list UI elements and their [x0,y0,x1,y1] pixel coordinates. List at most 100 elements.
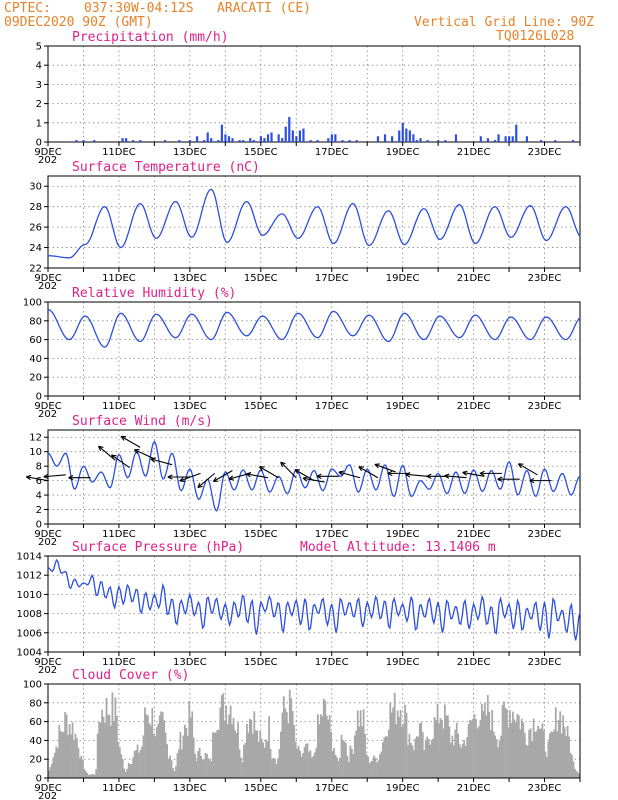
precipitation-bar [419,138,422,142]
cloud-cover-bar [135,750,137,778]
cloud-cover-bar [417,736,420,778]
cloud-cover-bar [448,726,451,778]
cloud-cover-bar [550,731,553,778]
cloud-cover-bar [58,724,61,778]
cloud-cover-bar [480,703,483,778]
cloud-cover-bar [342,739,344,778]
cloud-cover-xtick-label: 21DEC [457,783,491,794]
cloud-cover-bar [497,747,500,778]
cloud-cover-bar [510,723,513,778]
wind-vector [111,454,130,469]
humidity-ytick-label: 100 [23,298,42,309]
temperature-xtick-label: 21DEC [457,273,491,284]
cloud-cover-bar [486,695,489,778]
cloud-cover-bar [167,758,170,778]
cloud-cover-bar [336,757,338,778]
cloud-cover-bar [404,704,406,778]
cloud-cover-bar [491,709,494,778]
cloud-cover-bar [136,744,139,778]
cloud-cover-bar [368,763,371,778]
cloud-cover-bar [316,714,319,778]
cloud-cover-bar [473,714,476,778]
cloud-cover-bar [359,710,362,778]
cloud-cover-bar [482,711,485,778]
cloud-cover-bar [262,742,265,778]
wind-vector-head [497,476,503,482]
pressure-xtick-label: 19DEC [386,657,420,668]
precipitation-bar [408,130,411,142]
wind-vector-head [479,470,485,477]
wind-xtick-label: 21DEC [457,529,491,540]
temperature-frame [47,175,581,269]
cloud-cover-bar [275,764,278,778]
cloud-cover-bar [117,741,120,778]
cloud-cover-bar [118,747,121,778]
wind-vector [302,477,325,483]
cloud-cover-bar [170,760,173,778]
cloud-cover-bar [99,722,102,778]
cloud-cover-bar [232,717,235,778]
cloud-cover-bar [562,715,565,778]
cloud-cover-bar [204,753,207,778]
wind-vector-head [529,477,535,484]
cloud-cover-bar [67,735,69,778]
cloud-cover-bar [398,717,401,778]
cloud-cover-bar [80,755,83,778]
precipitation-ytick-label: 0 [36,138,42,149]
cloud-cover-bar [489,729,492,778]
cloud-cover-bar [333,747,335,778]
precipitation-bar [125,138,128,142]
cloud-cover-bar [269,749,272,778]
cloud-cover-bar [324,700,327,778]
humidity-frame [47,301,581,397]
cloud-cover-bar [70,734,72,778]
cloud-cover-bar [309,750,312,778]
cloud-cover-bar [352,753,355,778]
precipitation-bar [217,140,220,142]
cloud-cover-bar [228,714,231,778]
cloud-cover-bar [541,723,544,778]
cloud-cover-bar [148,723,151,778]
cloud-cover-bar [556,731,559,778]
wind-xtick-label: 17DEC [315,529,349,540]
cloud-cover-bar [111,692,114,778]
precipitation-bar [295,136,298,142]
header-location: 037:30W-04:12S ARACATI (CE) [84,1,311,16]
cloud-cover-bar [271,758,273,778]
wind-vector [338,471,361,479]
precipitation-bar [270,132,273,142]
cloud-cover-bar [379,754,381,778]
wind-vector-head [462,470,468,476]
cloud-cover-bar [405,712,408,778]
precipitation-bar [437,140,440,142]
cloud-cover-bar [396,710,399,778]
precipitation-bar [249,138,252,142]
cloud-cover-bar [449,742,452,778]
cloud-cover-bar [407,745,409,778]
cloud-cover-bar [185,728,188,778]
cloud-cover-bar [231,724,234,778]
cloud-cover-bar [546,757,548,778]
cloud-cover-bar [263,747,266,778]
precipitation-bar [309,140,312,142]
cloud-cover-bar [144,707,146,778]
cloud-cover-bar [386,736,389,778]
pressure-xtick-label: 13DEC [173,657,207,668]
cloud-cover-bar [266,741,269,778]
cloud-cover-bar [247,732,250,778]
humidity-xtick-label: 15DEC [244,401,278,412]
cloud-cover-bar [435,720,437,778]
cloud-cover-bar [420,722,423,778]
cloud-cover-bar [444,704,446,778]
cloud-cover-xtick-label: 17DEC [315,783,349,794]
precipitation-bar [511,136,514,142]
cloud-cover-bar [59,730,62,778]
cloud-cover-bar [285,711,288,778]
wind-vector-head [26,474,32,481]
pressure-year-label: 202 [38,665,57,676]
cloud-cover-bar [226,724,229,778]
temperature-xtick-label: 15DEC [244,273,278,284]
cloud-cover-bar [306,743,309,778]
precipitation-bar [220,124,223,142]
cloud-cover-bar [294,741,297,778]
